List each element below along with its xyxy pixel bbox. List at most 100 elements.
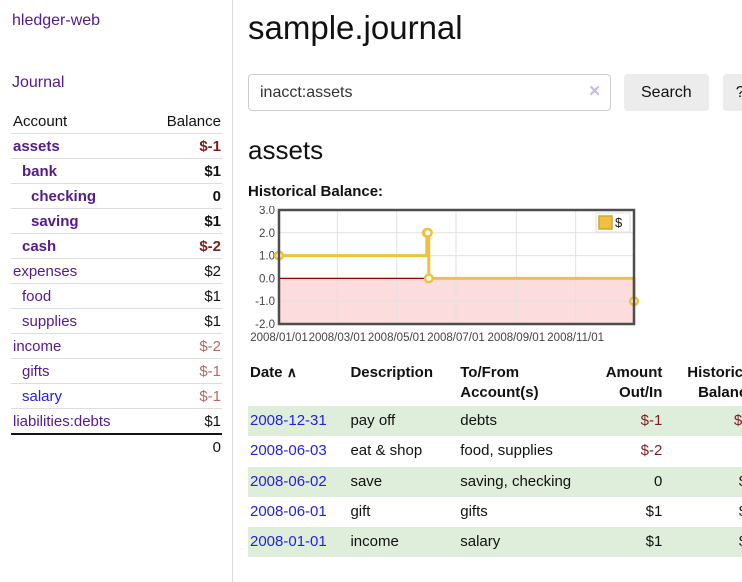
brand-link[interactable]: hledger-web bbox=[12, 12, 101, 29]
account-name-cell: income bbox=[11, 334, 145, 359]
historical-balance-chart-box: 3.0 2.0 1.0 0.0 -1.0 -2.0 2008/01/01 2008/03/01… bbox=[248, 206, 742, 348]
account-name-cell: food bbox=[11, 284, 145, 309]
account-balance: $-2 bbox=[199, 338, 221, 355]
account-link[interactable]: food bbox=[22, 288, 52, 305]
register-date-cell: 2008-01-01 bbox=[248, 527, 348, 557]
register-date-cell: 2008-06-02 bbox=[248, 467, 348, 497]
account-link[interactable]: bank bbox=[22, 163, 58, 180]
main-content: sample.journal ✕ Search ? assets Histori… bbox=[233, 0, 742, 582]
register-amount-cell: $1 bbox=[645, 533, 663, 550]
account-row: liabilities:debts $1 bbox=[11, 408, 222, 435]
transaction-date-link[interactable]: 2008-01-01 bbox=[250, 533, 327, 550]
account-link[interactable]: salary bbox=[22, 388, 63, 405]
svg-text:$: $ bbox=[615, 215, 623, 230]
account-row: bank $1 bbox=[11, 158, 222, 184]
transaction-date-link[interactable]: 2008-12-31 bbox=[250, 412, 327, 429]
accounts-table: Account Balance assets $-1 bank $1 check… bbox=[11, 109, 222, 459]
account-link[interactable]: checking bbox=[31, 188, 97, 205]
accounts-total-spacer bbox=[11, 434, 145, 459]
account-row: salary $-1 bbox=[11, 383, 222, 409]
account-row: saving $1 bbox=[11, 208, 222, 234]
account-row: checking 0 bbox=[11, 183, 222, 209]
search-input[interactable] bbox=[248, 74, 611, 111]
register-accounts-cell: salary bbox=[460, 533, 501, 550]
register-balance-cell: $2 bbox=[664, 497, 742, 527]
account-link[interactable]: gifts bbox=[22, 363, 50, 380]
account-balance: $1 bbox=[204, 163, 221, 180]
account-row: assets $-1 bbox=[11, 133, 222, 159]
register-header-row: Date ∧ Description To/From Account(s) Am… bbox=[248, 361, 742, 406]
svg-text:1.0: 1.0 bbox=[259, 251, 275, 263]
register-col-date[interactable]: Date ∧ bbox=[248, 361, 348, 406]
accounts-col-account: Account bbox=[13, 113, 68, 130]
account-link[interactable]: saving bbox=[31, 213, 79, 230]
sort-ascending-icon: ∧ bbox=[286, 364, 297, 380]
register-date-cell: 2008-06-01 bbox=[248, 497, 348, 527]
register-col-balance: Historical Balance bbox=[687, 364, 742, 401]
account-balance: $1 bbox=[204, 313, 221, 330]
register-date-cell: 2008-12-31 bbox=[248, 406, 348, 436]
transaction-date-link[interactable]: 2008-06-02 bbox=[250, 472, 327, 490]
svg-text:3.0: 3.0 bbox=[259, 206, 275, 217]
account-link[interactable]: liabilities:debts bbox=[13, 413, 111, 430]
register-balance-cell: $1 bbox=[664, 527, 742, 557]
transaction-date-link[interactable]: 2008-06-01 bbox=[250, 502, 327, 520]
account-name-cell: supplies bbox=[11, 309, 145, 334]
account-balance: $1 bbox=[204, 213, 221, 230]
register-balance-cell: $2 bbox=[664, 467, 742, 497]
account-balance: $1 bbox=[204, 288, 221, 305]
account-name-cell: cash bbox=[11, 234, 145, 259]
register-row: 2008-01-01 income salary $1 $1 bbox=[248, 527, 742, 558]
register-balance-cell: $-1 bbox=[733, 412, 742, 429]
account-link[interactable]: income bbox=[13, 338, 62, 355]
register-amount-cell: $-1 bbox=[640, 412, 663, 429]
search-button[interactable]: Search bbox=[624, 74, 709, 111]
register-row: 2008-06-01 gift gifts $1 $2 bbox=[248, 497, 742, 527]
clear-search-icon[interactable]: ✕ bbox=[588, 83, 601, 100]
register-description-cell: save bbox=[350, 472, 383, 490]
account-row: cash $-2 bbox=[11, 233, 222, 259]
svg-text:2008/01/01: 2008/01/01 bbox=[250, 332, 308, 344]
register-description-cell: eat & shop bbox=[350, 442, 423, 460]
register-amount-cell: $-2 bbox=[640, 442, 663, 460]
account-link[interactable]: cash bbox=[22, 238, 57, 255]
accounts-total-row: 0 bbox=[11, 434, 222, 459]
accounts-col-balance: Balance bbox=[166, 113, 221, 130]
search-input-wrap: ✕ bbox=[248, 74, 611, 111]
account-row: food $1 bbox=[11, 283, 222, 309]
register-description-cell: income bbox=[350, 533, 399, 550]
account-link[interactable]: expenses bbox=[13, 263, 78, 280]
help-button[interactable]: ? bbox=[722, 74, 742, 111]
account-row: gifts $-1 bbox=[11, 358, 222, 384]
register-col-date-label: Date bbox=[250, 364, 283, 381]
account-name-cell: salary bbox=[11, 384, 145, 409]
page-title: sample.journal bbox=[248, 9, 463, 46]
svg-text:2.0: 2.0 bbox=[259, 228, 275, 240]
svg-text:2008/05/01: 2008/05/01 bbox=[368, 332, 426, 344]
account-balance: $-1 bbox=[199, 388, 221, 405]
register-amount-cell: 0 bbox=[654, 472, 663, 490]
register-col-accounts: To/From Account(s) bbox=[460, 364, 539, 401]
account-balance: $2 bbox=[204, 263, 221, 280]
svg-text:2008/11/01: 2008/11/01 bbox=[547, 332, 604, 344]
sidebar-item-journal[interactable]: Journal bbox=[12, 74, 65, 91]
account-name-cell: liabilities:debts bbox=[11, 409, 145, 435]
transaction-date-link[interactable]: 2008-06-03 bbox=[250, 442, 327, 460]
svg-text:2008/07/01: 2008/07/01 bbox=[427, 332, 485, 344]
account-link[interactable]: assets bbox=[13, 138, 60, 155]
register-col-amount: Amount Out/In bbox=[605, 364, 663, 401]
register-row: 2008-12-31 pay off debts $-1 $-1 bbox=[248, 406, 742, 437]
accounts-header-row: Account Balance bbox=[11, 109, 222, 134]
account-link[interactable]: supplies bbox=[22, 313, 78, 330]
register-description-cell: gift bbox=[350, 502, 371, 520]
register-accounts-cell: debts bbox=[460, 412, 497, 429]
accounts-total-value: 0 bbox=[212, 439, 221, 456]
account-name-cell: gifts bbox=[11, 359, 145, 384]
svg-text:2008/09/01: 2008/09/01 bbox=[488, 332, 546, 344]
svg-text:0.0: 0.0 bbox=[259, 273, 275, 285]
chart-title: Historical Balance: bbox=[248, 183, 384, 200]
account-name-cell: assets bbox=[11, 134, 145, 159]
account-heading: assets bbox=[248, 135, 324, 165]
